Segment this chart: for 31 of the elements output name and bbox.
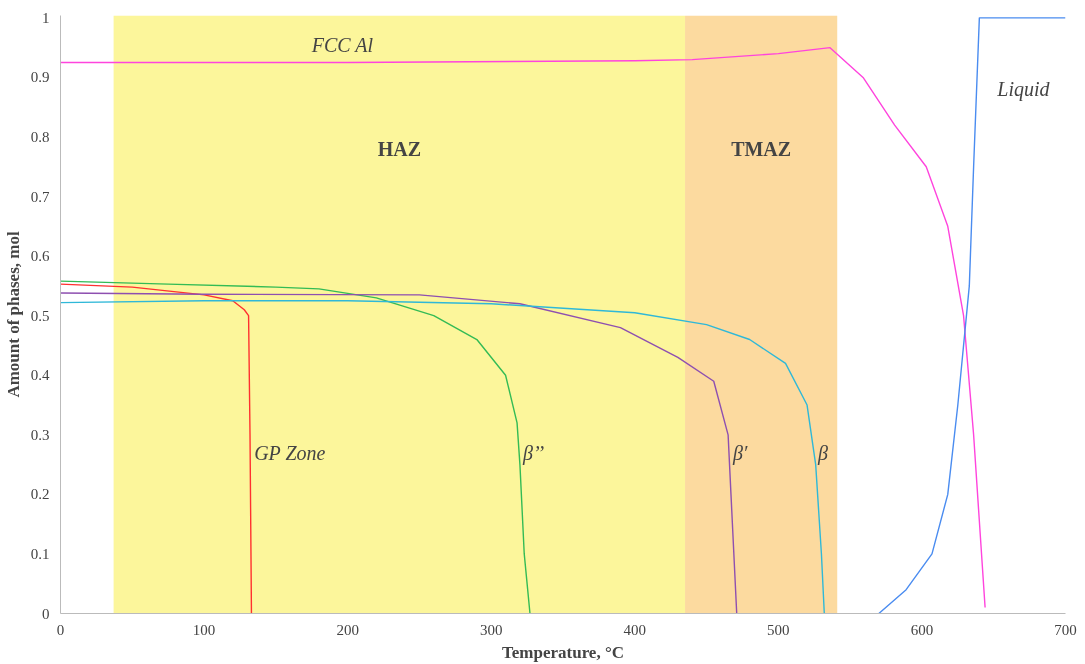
series-label: FCC Al xyxy=(310,33,374,56)
series-label: β xyxy=(816,441,828,465)
x-axis-title: Temperature, °C xyxy=(502,642,625,662)
x-tick-label: 500 xyxy=(767,621,790,638)
x-tick-label: 700 xyxy=(1054,621,1077,638)
y-tick-label: 0.1 xyxy=(30,545,50,562)
series-label: β′ xyxy=(731,441,748,465)
x-tick-label: 0 xyxy=(56,621,65,638)
band-label: HAZ xyxy=(377,137,421,160)
y-tick-label: 0.3 xyxy=(30,426,50,443)
y-axis-title: Amount of phases, mol xyxy=(3,231,23,398)
y-tick-label: 0.6 xyxy=(30,248,50,265)
x-tick-label: 400 xyxy=(623,621,647,638)
line-series xyxy=(60,283,253,614)
y-tick-label: 0.9 xyxy=(30,69,50,86)
x-tick-label: 100 xyxy=(192,621,216,638)
series-label: β’’ xyxy=(522,441,545,465)
y-tick-label: 0.4 xyxy=(30,367,50,384)
y-tick-label: 0.8 xyxy=(30,129,50,146)
y-tick-label: 0.7 xyxy=(30,188,50,205)
y-tick-label: 0.5 xyxy=(30,307,50,324)
x-tick-label: 300 xyxy=(479,621,503,638)
x-tick-label: 200 xyxy=(336,621,359,638)
line-series xyxy=(878,17,1066,614)
y-tick-label: 1 xyxy=(42,9,50,26)
series-label: GP Zone xyxy=(254,441,326,464)
band-label: TMAZ xyxy=(731,137,792,160)
y-tick-label: 0 xyxy=(42,605,50,622)
series-label: Liquid xyxy=(996,78,1051,102)
x-tick-label: 600 xyxy=(910,621,934,638)
y-tick-label: 0.2 xyxy=(30,486,50,503)
